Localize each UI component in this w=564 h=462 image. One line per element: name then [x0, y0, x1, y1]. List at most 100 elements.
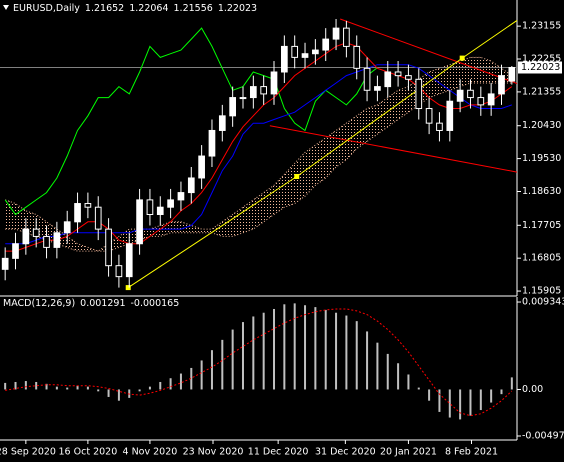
candle-body: [43, 235, 50, 248]
y-tick-label: 0.009343: [522, 297, 564, 308]
candle-body: [136, 199, 143, 245]
trendline: [127, 176, 298, 289]
macd-bar: [283, 304, 286, 390]
symbol-arrow: [3, 5, 9, 10]
candle-body: [22, 228, 30, 245]
candle-body: [270, 71, 278, 95]
macd-bar: [417, 387, 420, 390]
quote-value: 1.21556: [174, 3, 213, 14]
candle-body: [508, 66, 516, 82]
candle-body: [208, 129, 216, 157]
candle-body: [84, 203, 92, 208]
macd-bar: [407, 374, 410, 390]
trendline: [340, 18, 471, 67]
macd-bar: [97, 389, 100, 392]
y-tick-label: 1.16805: [522, 253, 561, 264]
macd-bar: [448, 389, 451, 418]
macd-bar: [335, 312, 338, 390]
macd-bar: [55, 386, 58, 390]
macd-bar: [397, 363, 400, 390]
trendline: [296, 57, 463, 177]
candle-body: [1, 257, 9, 270]
y-tick-label: 1.19530: [522, 153, 561, 164]
macd-bar: [314, 307, 317, 390]
macd-bar: [4, 382, 7, 390]
macd-bar: [490, 389, 493, 403]
macd-bar: [107, 389, 110, 397]
candle-body: [32, 228, 40, 237]
cloud-edge: [5, 56, 513, 252]
macd-bar: [221, 339, 224, 390]
x-tick-label: 23 Nov 2020: [183, 447, 244, 458]
y-tick-label: 1.17705: [522, 220, 561, 231]
trendline-anchor: [125, 285, 131, 291]
macd-bar: [138, 389, 141, 392]
macd-bar: [293, 303, 296, 390]
candle-body: [167, 199, 174, 208]
candle-body: [353, 45, 361, 69]
macd-bar: [86, 386, 89, 390]
candle-body: [343, 27, 350, 47]
signal-line: [5, 308, 513, 417]
candle-body: [384, 71, 392, 88]
y-tick-label: 1.18630: [522, 186, 561, 197]
candle-body: [322, 38, 330, 51]
candle-body: [467, 89, 474, 99]
macd-bar: [345, 315, 348, 390]
x-tick-label: 31 Dec 2020: [315, 447, 376, 458]
candle-body: [105, 228, 112, 267]
macd-bar: [273, 308, 276, 390]
x-tick-label: 28 Sep 2020: [0, 447, 56, 458]
price-box-label: 1.22023: [521, 62, 560, 73]
y-tick-label: 1.15905: [522, 286, 561, 297]
candle-body: [291, 45, 299, 58]
macd-bar: [438, 389, 441, 412]
candle-body: [436, 122, 443, 131]
indicator-name: MACD(12,26,9): [3, 298, 75, 309]
macd-bar: [252, 316, 255, 390]
candle-body: [249, 86, 257, 99]
ichimoku-cloud: [5, 57, 512, 252]
indicator-line: [5, 64, 512, 245]
candle-body: [425, 108, 433, 124]
x-tick-label: 4 Nov 2020: [123, 447, 178, 458]
symbol: EURUSD,Daily: [13, 3, 80, 14]
candle-body: [146, 199, 154, 216]
candle-body: [198, 155, 205, 179]
macd-value: 0.001291: [80, 298, 125, 309]
macd-bar: [210, 350, 213, 390]
candle-body: [374, 86, 381, 91]
candle-body: [125, 243, 133, 278]
candle-body: [74, 203, 81, 223]
macd-bar: [24, 381, 27, 390]
macd-bar: [76, 385, 79, 390]
macd-bar: [117, 389, 120, 401]
macd-bar: [510, 377, 513, 390]
candle-body: [394, 71, 402, 77]
macd-bar: [479, 389, 482, 411]
macd-bar: [35, 381, 38, 390]
x-tick-label: 8 Feb 2021: [445, 447, 498, 458]
candle-body: [260, 86, 268, 95]
candle-body: [332, 27, 340, 40]
quote-value: 1.21652: [85, 3, 124, 14]
candle-body: [281, 45, 288, 73]
trendline-anchor: [294, 174, 300, 180]
macd-bar: [428, 389, 431, 401]
macd-bar: [179, 373, 182, 390]
x-tick-label: 16 Oct 2020: [59, 447, 118, 458]
candle-body: [12, 243, 19, 259]
macd-bar: [324, 309, 327, 390]
y-tick-label: 1.22255: [522, 54, 561, 65]
macd-bar: [241, 322, 244, 390]
candle-body: [187, 177, 195, 194]
y-tick-label: 1.23155: [522, 21, 561, 32]
chart-title: EURUSD,Daily 1.21652 1.22064 1.21556 1.22023: [13, 3, 257, 14]
macd-bar: [469, 389, 472, 416]
macd-bar: [45, 383, 48, 390]
macd-bar: [262, 312, 265, 390]
candle-body: [115, 265, 123, 278]
